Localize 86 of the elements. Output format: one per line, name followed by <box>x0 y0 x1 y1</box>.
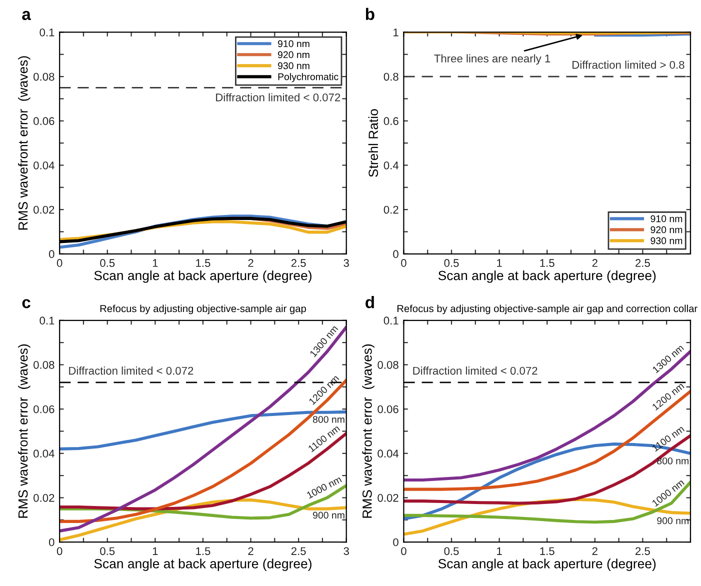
line-series <box>404 480 690 524</box>
x-tick-label: 1 <box>497 259 502 267</box>
y-axis-title: RMS wavefront error (waves) <box>362 344 374 518</box>
legend-label: 930 nm <box>650 237 682 244</box>
legend-label: 920 nm <box>278 51 310 58</box>
x-tick-label: 2 <box>248 547 254 555</box>
x-axis-title: Scan angle at back aperture (degree) <box>438 558 656 571</box>
text: 1100 nm <box>308 424 340 452</box>
x-axis-title: Scan angle at back aperture (degree) <box>94 270 312 283</box>
x-tick-label: 2 <box>248 259 254 267</box>
x-tick-label: 1.5 <box>196 259 210 267</box>
y-tick-label: 0.08 <box>378 360 398 369</box>
x-tick-label: 1.5 <box>540 547 554 556</box>
text: d <box>366 296 374 308</box>
series-label: 800 nm <box>312 416 344 423</box>
y-tick-label: 0.08 <box>34 72 54 81</box>
y-tick-label: 0 <box>393 538 398 546</box>
x-axis-title: Scan angle at back aperture (degree) <box>94 558 312 571</box>
legend-label: 910 nm <box>650 215 682 222</box>
x-tick-label: 2 <box>592 547 598 555</box>
text: b <box>366 8 374 20</box>
y-tick-label: 0.06 <box>378 405 398 414</box>
x-tick-label: 1.5 <box>196 547 210 556</box>
line-series <box>60 410 346 450</box>
y-tick-label: 0.06 <box>34 405 54 414</box>
text: 1000 nm <box>306 476 342 499</box>
x-tick-label: 2.5 <box>636 259 650 267</box>
y-tick-label: 0.02 <box>34 206 54 214</box>
x-tick-label: 0 <box>401 259 406 267</box>
x-tick-label: 0.5 <box>100 259 115 267</box>
text: 1100 nm <box>652 425 685 452</box>
text: c <box>22 299 30 308</box>
y-tick-label: 0 <box>48 250 54 258</box>
y-tick-label: 0.8 <box>384 72 398 81</box>
x-tick-label: 2 <box>592 259 598 267</box>
x-tick-label: 3 <box>344 259 349 267</box>
series-label: 900 nm <box>657 517 688 524</box>
chart-title: Refocus by adjusting objective-sample air gap and correction collar <box>397 304 698 314</box>
legend-label: 930 nm <box>278 62 310 70</box>
y-tick-label: 0.1 <box>384 316 398 325</box>
x-tick-label: 0 <box>56 259 62 267</box>
y-tick-label: 0 <box>393 250 398 258</box>
x-tick-label: 1 <box>152 259 158 267</box>
y-tick-label: 0.6 <box>384 117 398 126</box>
legend-label: 920 nm <box>650 226 682 234</box>
y-tick-label: 0.1 <box>40 28 54 36</box>
series-label: 800 nm <box>657 457 688 464</box>
y-tick-label: 0.06 <box>34 117 54 126</box>
x-tick-label: 0.5 <box>100 547 115 556</box>
y-axis-title: RMS wavefront error (waves) <box>18 344 30 518</box>
x-tick-label: 1 <box>497 547 502 555</box>
y-tick-label: 0 <box>48 538 54 546</box>
legend-label: 910 nm <box>278 40 310 48</box>
text: a <box>22 10 32 20</box>
y-tick-label: 0.02 <box>34 494 54 502</box>
ref-line-label: Diffraction limited > 0.8 <box>572 60 684 69</box>
x-tick-label: 0 <box>401 547 406 556</box>
x-tick-label: 0.5 <box>444 259 459 267</box>
y-axis-title: RMS wavefront error (waves) <box>18 56 30 230</box>
ref-line-label: Diffraction limited < 0.072 <box>69 366 194 375</box>
x-tick-label: 1.5 <box>540 259 554 267</box>
annotation: Three lines are nearly 1 <box>434 54 550 65</box>
legend-label: Polychromatic <box>278 73 338 82</box>
line-series <box>60 326 346 532</box>
y-axis-title: Strehl Ratio <box>368 109 378 177</box>
ref-line-label: Diffraction limited < 0.072 <box>216 93 340 102</box>
y-tick-label: 0.2 <box>384 206 398 214</box>
ref-line-label: Diffraction limited < 0.072 <box>413 366 538 375</box>
y-tick-label: 0.02 <box>378 494 398 502</box>
x-tick-label: 3 <box>344 547 349 556</box>
y-tick-label: 0.08 <box>34 360 54 369</box>
x-tick-label: 2.5 <box>291 259 306 267</box>
y-tick-label: 1 <box>394 28 398 36</box>
series-label: 900 nm <box>313 512 344 519</box>
x-tick-label: 0.5 <box>444 547 459 556</box>
x-tick-label: 0 <box>56 547 62 556</box>
y-tick-label: 0.1 <box>40 316 54 325</box>
x-tick-label: 2.5 <box>291 547 306 556</box>
x-axis-title: Scan angle at back aperture (degree) <box>438 270 656 283</box>
y-tick-label: 0.4 <box>384 161 399 170</box>
x-tick-label: 1 <box>152 547 158 555</box>
y-tick-label: 0.04 <box>34 450 54 458</box>
x-tick-label: 2.5 <box>636 547 650 556</box>
y-tick-label: 0.04 <box>378 450 399 458</box>
y-tick-label: 0.04 <box>34 161 54 170</box>
chart-title: Refocus by adjusting objective-sample air gap <box>100 304 306 314</box>
